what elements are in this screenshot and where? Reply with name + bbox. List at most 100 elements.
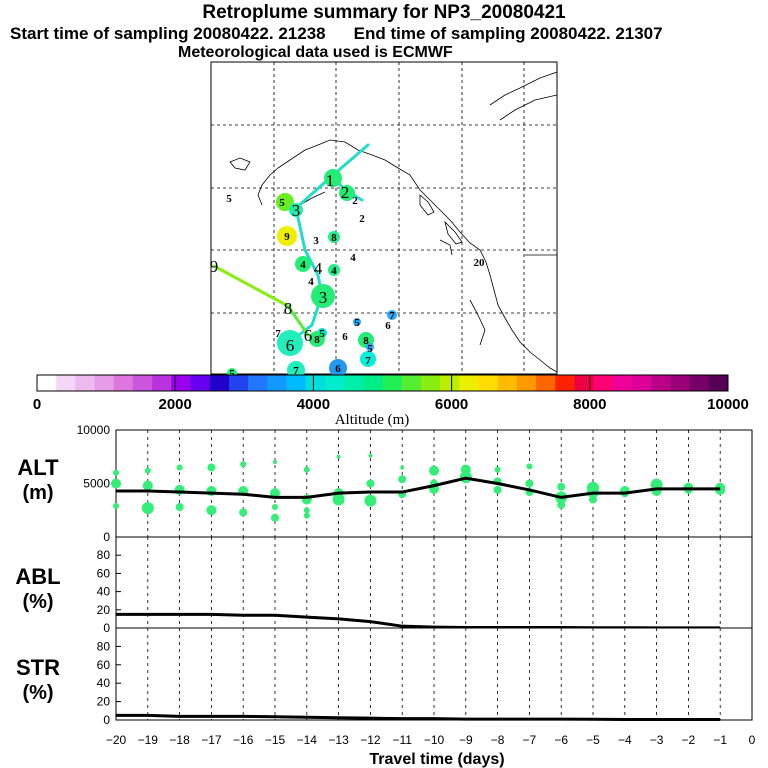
cluster-point [303, 507, 310, 514]
x-tick-label: −20 [106, 733, 127, 747]
colorbar-cell [363, 375, 383, 391]
colorbar-tick-label: 0 [33, 396, 41, 413]
x-tick-label: −12 [360, 733, 381, 747]
x-tick-label: −1 [713, 733, 727, 747]
map-day-label: 4 [331, 265, 337, 277]
y-tick-label: 0 [103, 530, 110, 544]
map-day-label: 6 [335, 363, 341, 375]
cluster-marker [311, 284, 335, 308]
x-tick-label: −3 [650, 733, 664, 747]
colorbar-tick-label: 8000 [573, 396, 606, 413]
coastline [229, 71, 558, 373]
colorbar-tick-label: 10000 [707, 396, 749, 413]
panel-unit: (%) [22, 591, 53, 613]
altitude-colorbar: 0 2000 4000 6000 8000 10000 Altitude (m) [33, 374, 749, 428]
map-day-label: 8 [284, 299, 293, 318]
x-tick-label: −14 [297, 733, 318, 747]
x-tick-label: −17 [201, 733, 222, 747]
cluster-point [526, 463, 533, 470]
map-day-label: 3 [319, 288, 328, 307]
cluster-marker [366, 343, 374, 351]
cluster-point [332, 493, 345, 506]
map-day-label: 5 [354, 317, 360, 329]
map-frame [210, 61, 558, 375]
y-tick-label: 40 [97, 676, 111, 690]
map-day-label: 1 [326, 171, 335, 190]
cluster-point [525, 479, 534, 488]
colorbar-cell [94, 375, 115, 391]
cluster-marker [289, 203, 303, 217]
colorbar-cell [689, 375, 710, 391]
sampling-times: Start time of sampling 20080422. 21238 En… [10, 24, 663, 44]
colorbar-cell [248, 375, 268, 391]
colorbar-tick-label: 2000 [159, 396, 192, 413]
map-day-label: 8 [314, 334, 320, 346]
y-tick-label: 10000 [77, 423, 111, 437]
cluster-point [144, 467, 151, 474]
y-tick-label: 20 [97, 603, 111, 617]
colorbar-cell [132, 375, 153, 391]
panel-label: STR [16, 655, 60, 680]
colorbar-cell [536, 375, 556, 391]
colorbar-cell [612, 375, 633, 391]
trajectory-segment [286, 304, 310, 337]
map-day-label: 2 [341, 183, 350, 202]
colorbar-cell [555, 375, 575, 391]
panel-alt: 0 5000 10000 ALT(m) [17, 423, 753, 544]
map-day-label: 2 [359, 213, 365, 225]
panel-unit: (%) [22, 682, 53, 704]
cluster-point [366, 479, 375, 488]
x-tick-label: 0 [749, 733, 756, 747]
x-axis-label: Travel time (days) [369, 751, 504, 768]
panel-label: ABL [15, 564, 60, 589]
cluster-marker [277, 226, 297, 246]
map-day-label: 7 [293, 365, 299, 377]
map-day-label: 4 [350, 252, 356, 264]
cluster-point [207, 463, 216, 472]
page-title: Retroplume summary for NP3_20080421 [202, 2, 566, 23]
colorbar-cell [286, 375, 307, 391]
cluster-point [336, 454, 341, 459]
cluster-point [175, 503, 184, 512]
x-tick-label: −9 [459, 733, 473, 747]
colorbar-cell [267, 375, 287, 391]
map-day-label: 7 [389, 310, 395, 322]
map-day-label: 5 [367, 343, 373, 355]
map-graticule [211, 62, 557, 374]
cluster-point [589, 495, 597, 504]
colorbar-cell [37, 375, 57, 391]
end-time-label: End time of sampling 20080422. 21307 [353, 24, 663, 43]
cluster-marker [328, 264, 340, 276]
cluster-point [176, 464, 183, 471]
colorbar-cell [401, 375, 422, 391]
cluster-marker [329, 359, 347, 377]
map-day-label: 3 [313, 235, 319, 247]
colorbar-cell [420, 375, 441, 391]
colorbar-tick-label: 4000 [297, 396, 330, 413]
map-day-label: 4 [300, 259, 306, 271]
colorbar-cell [593, 375, 614, 391]
x-tick-label: −15 [265, 733, 286, 747]
map-day-label: 8 [331, 232, 337, 244]
map-day-label: 4 [314, 259, 323, 278]
y-tick-label: 0 [103, 621, 110, 635]
y-tick-label: 20 [97, 695, 111, 709]
x-tick-label: −11 [392, 733, 412, 747]
colorbar-cell [171, 375, 191, 391]
cluster-point [240, 461, 247, 468]
cluster-point [557, 482, 566, 491]
map-day-label: 5 [279, 197, 285, 209]
colorbar-cell [344, 375, 364, 391]
cluster-point [273, 460, 277, 465]
y-tick-label: 40 [97, 585, 111, 599]
map-day-label: 5 [229, 368, 235, 380]
colorbar-tick-label: 6000 [435, 396, 468, 413]
colorbar-cell [574, 375, 595, 391]
colorbar-cell [632, 375, 652, 391]
x-tick-label: −5 [586, 733, 600, 747]
mean-altitude-line [116, 476, 721, 499]
map-day-label: 5 [226, 193, 232, 205]
colorbar-cell [152, 375, 172, 391]
x-tick-label: −19 [138, 733, 159, 747]
